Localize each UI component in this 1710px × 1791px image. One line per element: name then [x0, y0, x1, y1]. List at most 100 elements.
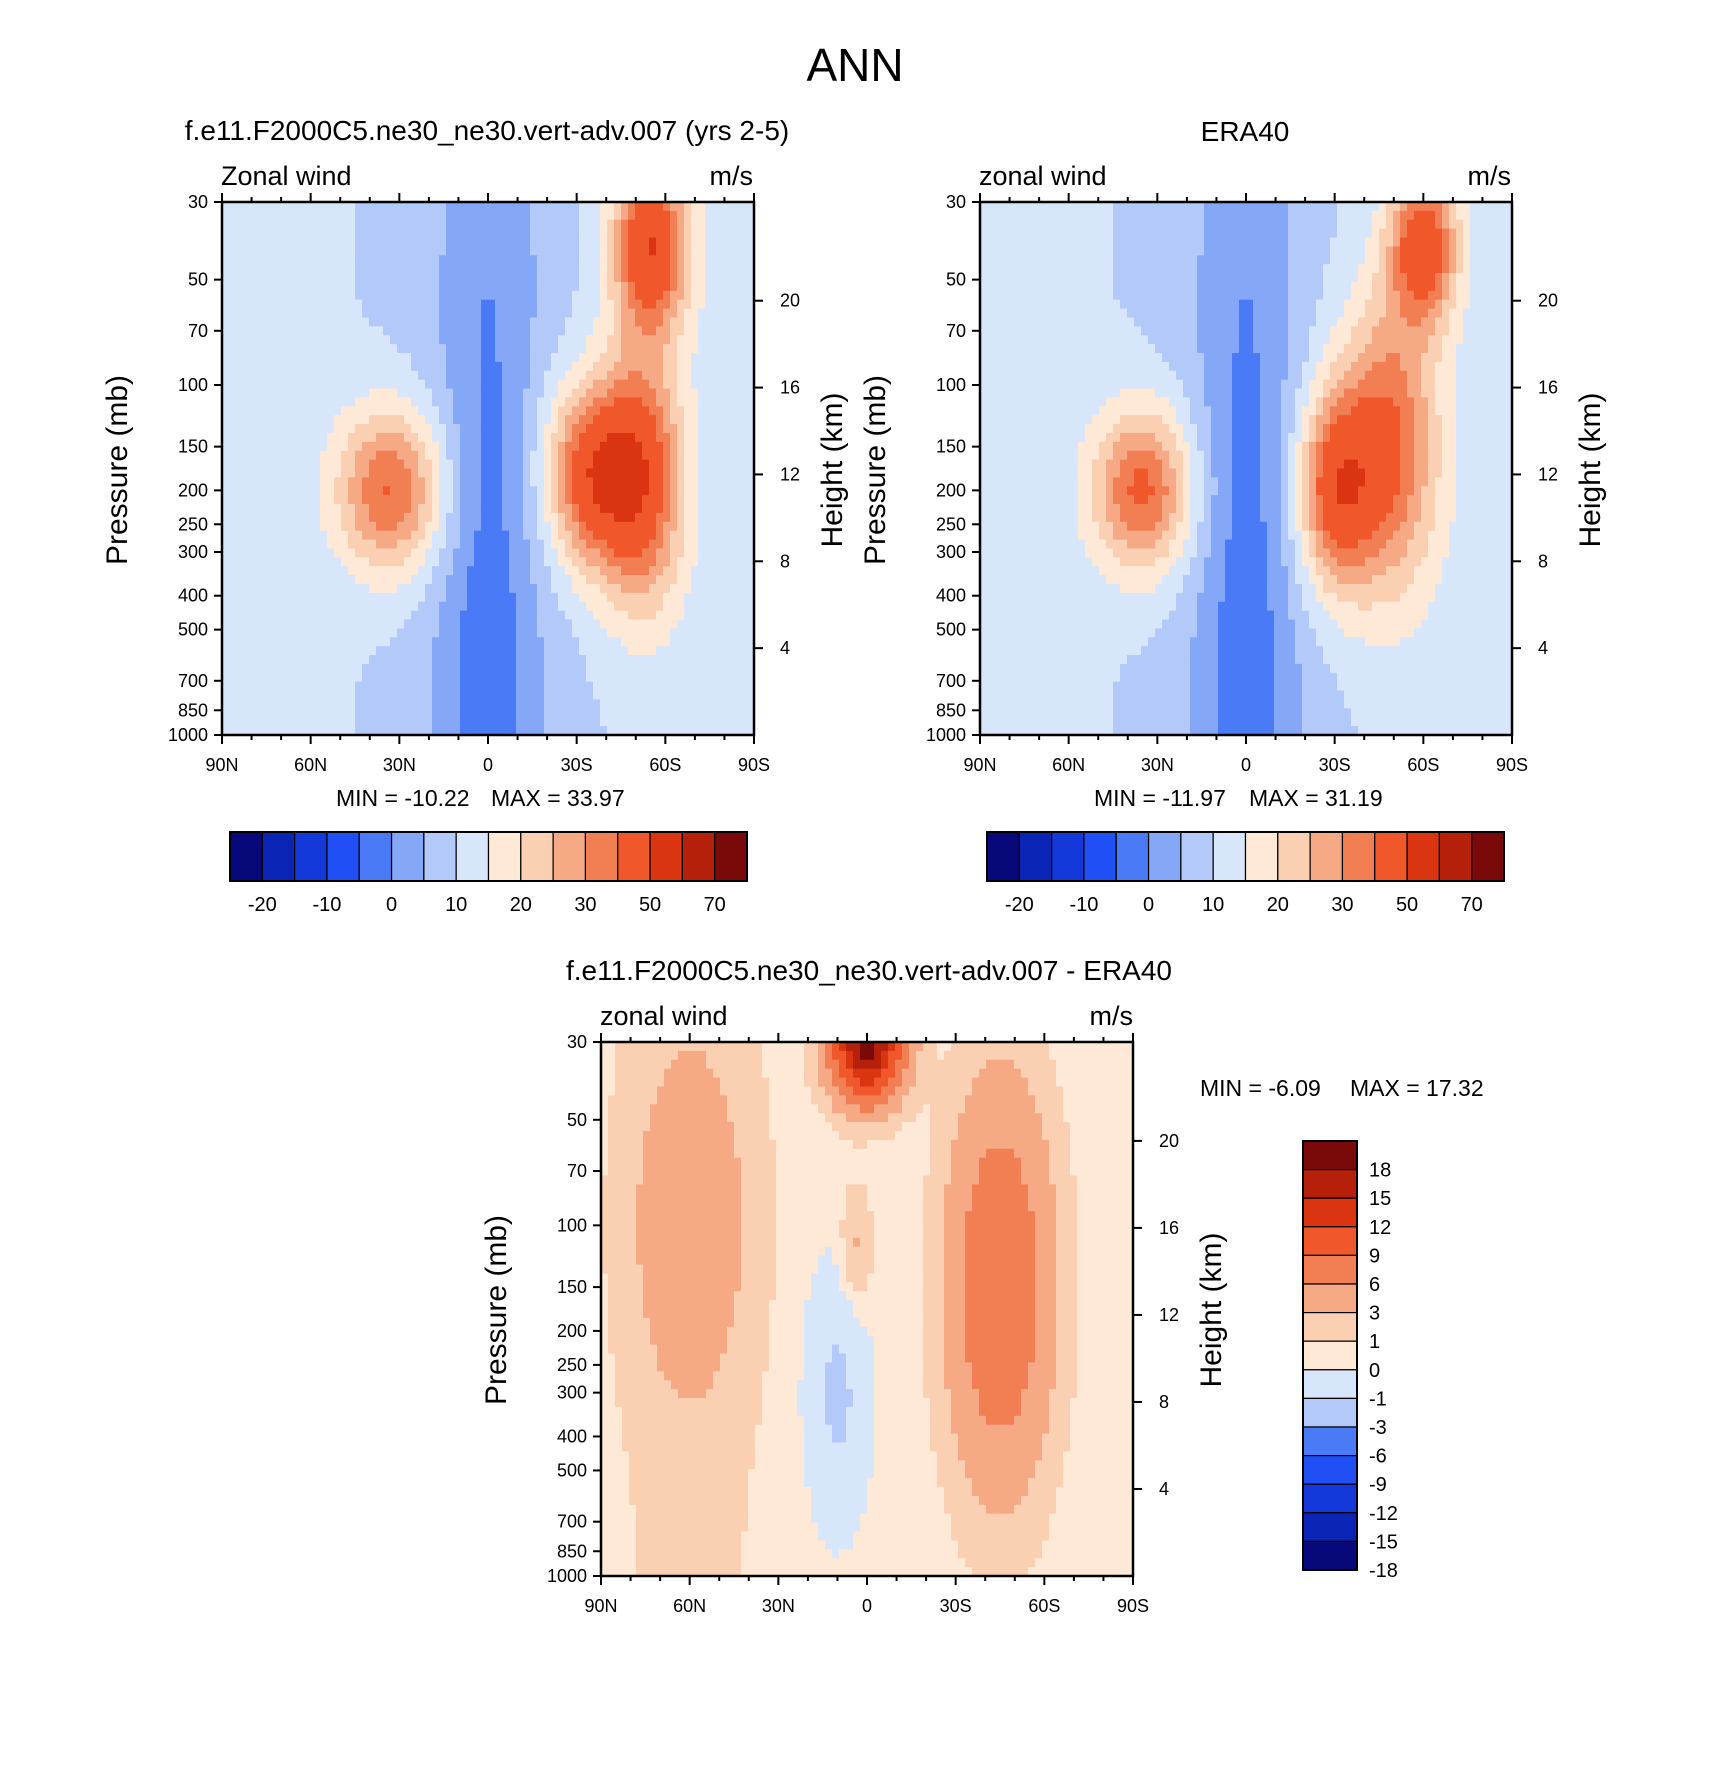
contour-cell — [292, 299, 300, 310]
contour-cell — [271, 512, 279, 523]
contour-cell — [453, 264, 461, 274]
contour-cell — [285, 699, 293, 709]
contour-cell — [243, 246, 251, 256]
contour-cell — [439, 690, 447, 701]
contour-cell — [404, 708, 412, 718]
contour-cell — [292, 512, 300, 523]
contour-cell — [516, 219, 524, 230]
contour-cell — [537, 219, 545, 230]
contour-cell — [579, 370, 587, 381]
contour-cell — [474, 370, 482, 381]
contour-cell — [348, 273, 356, 283]
contour-cell — [250, 388, 258, 399]
contour-cell — [733, 219, 741, 230]
contour-cell — [362, 495, 370, 505]
contour-cell — [719, 628, 727, 638]
contour-cell — [243, 317, 251, 327]
contour-cell — [341, 397, 349, 407]
contour-cell — [404, 557, 412, 567]
contour-cell — [369, 219, 377, 230]
contour-cell — [313, 521, 321, 532]
contour-cell — [614, 539, 622, 550]
contour-cell — [1421, 219, 1429, 230]
contour-cell — [348, 521, 356, 532]
contour-cell — [383, 290, 391, 301]
contour-cell — [565, 690, 573, 701]
contour-cell — [733, 628, 741, 638]
contour-cell — [474, 681, 482, 692]
contour-cell — [369, 495, 377, 505]
contour-cell — [376, 237, 384, 248]
contour-cell — [439, 281, 447, 292]
contour-cell — [481, 495, 489, 505]
contour-cell — [299, 441, 307, 452]
contour-cell — [418, 450, 426, 461]
contour-cell — [299, 726, 307, 736]
contour-cell — [677, 246, 685, 256]
contour-cell — [460, 708, 468, 718]
contour-cell — [980, 228, 988, 239]
contour-cell — [334, 388, 342, 399]
contour-cell — [460, 424, 468, 434]
contour-cell — [446, 255, 454, 265]
contour-cell — [530, 592, 538, 603]
contour-cell — [614, 290, 622, 301]
contour-cell — [257, 575, 265, 585]
contour-cell — [222, 370, 230, 381]
contour-cell — [229, 566, 237, 576]
contour-cell — [586, 317, 594, 327]
contour-cell — [460, 273, 468, 283]
contour-cell — [719, 592, 727, 603]
contour-cell — [334, 690, 342, 701]
contour-cell — [334, 575, 342, 585]
contour-cell — [642, 397, 650, 407]
contour-cell — [607, 388, 615, 399]
contour-cell — [656, 726, 664, 736]
lat-tick-label: 30S — [561, 755, 593, 775]
contour-cell — [670, 477, 678, 487]
contour-cell — [271, 690, 279, 701]
contour-cell — [481, 628, 489, 638]
contour-cell — [341, 548, 349, 558]
contour-cell — [411, 592, 419, 603]
contour-cell — [446, 308, 454, 319]
contour-cell — [579, 424, 587, 434]
contour-cell — [663, 335, 671, 345]
contour-cell — [663, 308, 671, 319]
contour-cell — [271, 672, 279, 683]
contour-cell — [453, 406, 461, 416]
contour-cell — [565, 237, 573, 248]
contour-cell — [397, 690, 405, 701]
contour-cell — [257, 592, 265, 603]
contour-cell — [446, 361, 454, 372]
contour-cell — [348, 548, 356, 558]
contour-cell — [481, 388, 489, 399]
contour-cell — [733, 681, 741, 692]
contour-cell — [453, 575, 461, 585]
contour-cell — [243, 397, 251, 407]
contour-cell — [1323, 219, 1331, 230]
contour-cell — [250, 637, 258, 647]
contour-cell — [348, 495, 356, 505]
contour-cell — [733, 468, 741, 478]
contour-cell — [565, 486, 573, 496]
contour-cell — [418, 655, 426, 665]
contour-cell — [565, 592, 573, 603]
contour-cell — [712, 663, 720, 674]
contour-cell — [243, 379, 251, 390]
contour-cell — [719, 255, 727, 265]
contour-cell — [418, 592, 426, 603]
contour-cell — [446, 299, 454, 310]
contour-cell — [446, 344, 454, 354]
contour-cell — [383, 592, 391, 603]
contour-cell — [642, 202, 650, 212]
contour-cell — [1484, 228, 1492, 239]
contour-cell — [719, 344, 727, 354]
contour-cell — [579, 246, 587, 256]
contour-cell — [593, 370, 601, 381]
contour-cell — [586, 388, 594, 399]
contour-cell — [460, 370, 468, 381]
contour-cell — [306, 708, 314, 718]
contour-cell — [712, 290, 720, 301]
contour-cell — [677, 619, 685, 629]
